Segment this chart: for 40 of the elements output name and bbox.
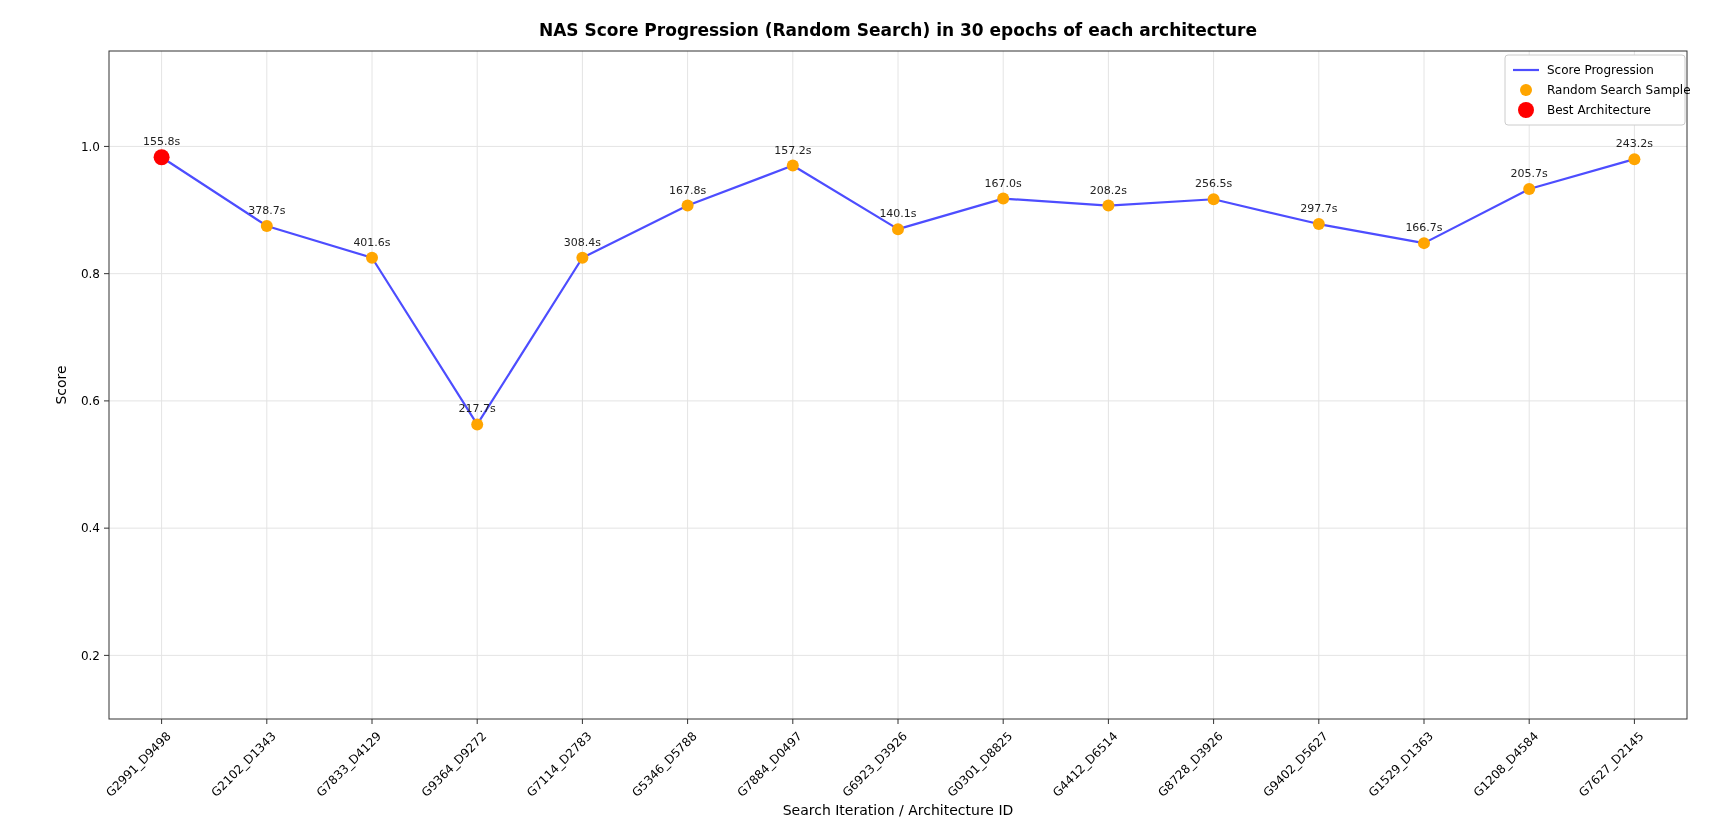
annotation: 167.0s xyxy=(984,176,1023,190)
point xyxy=(1523,183,1536,196)
legend-label: Best Architecture xyxy=(1547,103,1651,118)
y-axis-title: Score xyxy=(53,365,69,405)
annotation: 208.2s xyxy=(1089,183,1128,197)
legend-label: Random Search Sample xyxy=(1547,83,1691,98)
legend-label: Score Progression xyxy=(1547,63,1654,78)
annotation: 155.8s xyxy=(142,135,181,149)
annotation: 256.5s xyxy=(1194,177,1233,191)
annotation: 205.7s xyxy=(1510,167,1549,181)
point xyxy=(366,251,378,264)
annotation: 167.8s xyxy=(668,183,707,197)
y-tick-label: 0.4 xyxy=(80,521,100,536)
annotation: 297.7s xyxy=(1300,202,1338,216)
point xyxy=(1102,199,1115,212)
point xyxy=(681,199,694,212)
annotation: 243.2s xyxy=(1615,137,1654,151)
annotation: 401.6s xyxy=(353,235,391,249)
point xyxy=(1418,237,1430,250)
chart-title: NAS Score Progression (Random Search) in 30 epochs of each architecture xyxy=(538,20,1258,40)
x-axis-title: Search Iteration / Architecture ID xyxy=(782,802,1014,818)
y-tick-label: 0.8 xyxy=(80,266,100,281)
point xyxy=(1628,153,1641,166)
annotation: 140.1s xyxy=(879,207,917,221)
annotation: 308.4s xyxy=(563,235,602,249)
point xyxy=(1207,193,1220,206)
y-tick-label: 0.6 xyxy=(80,394,100,409)
point xyxy=(892,223,904,236)
point xyxy=(471,418,484,431)
annotation: 157.2s xyxy=(774,143,812,157)
annotation: 378.7s xyxy=(248,203,286,217)
point xyxy=(576,251,589,264)
y-tick-label: 0.2 xyxy=(80,648,100,663)
point xyxy=(786,159,799,172)
point xyxy=(1312,218,1325,231)
point xyxy=(260,219,273,232)
point xyxy=(997,192,1010,205)
point xyxy=(153,149,170,166)
y-tick-label: 1.0 xyxy=(80,139,100,154)
annotation: 166.7s xyxy=(1405,221,1443,235)
